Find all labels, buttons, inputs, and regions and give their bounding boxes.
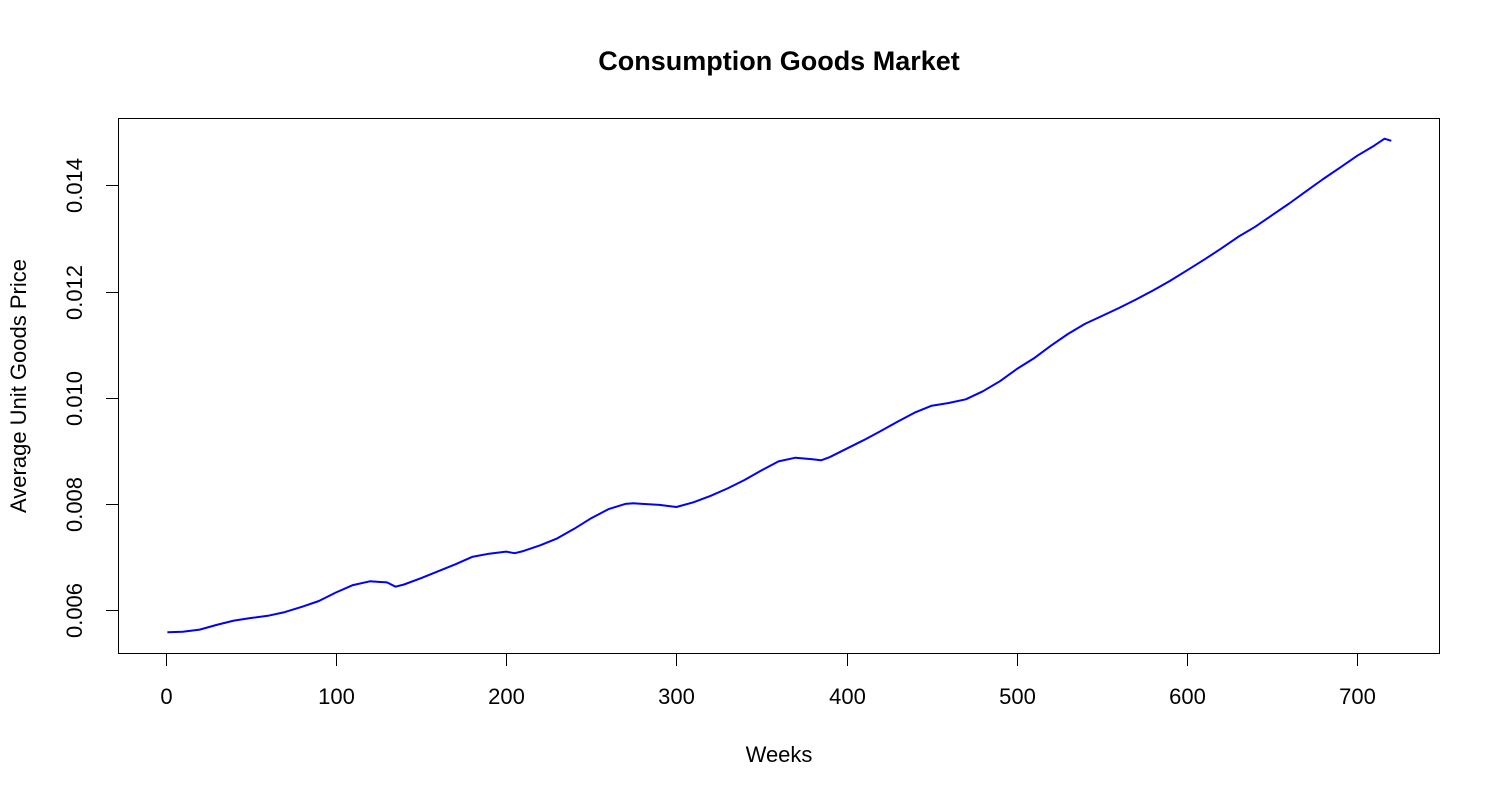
x-tick-label: 600 [1169, 684, 1206, 709]
series-line [167, 137, 1392, 634]
plot-frame [118, 118, 1440, 654]
chart-title: Consumption Goods Market [598, 46, 960, 76]
y-tick-label: 0.006 [62, 583, 87, 638]
x-tick-label: 300 [658, 684, 695, 709]
x-tick-label: 0 [160, 684, 172, 709]
x-tick-label: 500 [999, 684, 1036, 709]
x-axis: 0 100 200 300 400 500 600 700 [160, 653, 1376, 709]
y-tick-label: 0.012 [62, 265, 87, 320]
y-tick-label: 0.010 [62, 371, 87, 426]
y-axis: 0.006 0.008 0.010 0.012 0.014 [62, 158, 119, 638]
y-tick-label: 0.008 [62, 477, 87, 532]
plot-area [167, 137, 1392, 634]
y-axis-label: Average Unit Goods Price [6, 259, 31, 513]
x-tick-label: 400 [829, 684, 866, 709]
x-tick-label: 200 [488, 684, 525, 709]
x-axis-label: Weeks [746, 742, 813, 767]
y-tick-label: 0.014 [62, 158, 87, 213]
x-tick-label: 700 [1339, 684, 1376, 709]
x-tick-label: 100 [318, 684, 355, 709]
